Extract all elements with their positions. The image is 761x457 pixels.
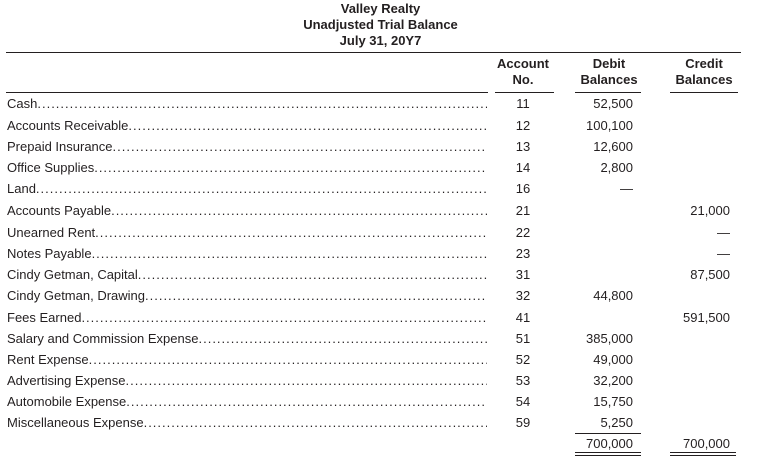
debit-amount: 49,000 (593, 352, 633, 367)
table-row: Automobile Expense 54 15,750 (0, 391, 761, 413)
debit-amount: 100,100 (586, 118, 633, 133)
debit-amount: 5,250 (600, 415, 633, 430)
account-name: Advertising Expense (7, 373, 487, 388)
account-number: 53 (515, 373, 531, 388)
account-number: 31 (515, 267, 531, 282)
debit-total-double-rule-1 (575, 452, 641, 453)
header-rule (6, 52, 741, 53)
debit-amount: 52,500 (593, 96, 633, 111)
table-row: Accounts Payable 21 21,000 (0, 200, 761, 222)
table-row: Accounts Receivable 12 100,100 (0, 115, 761, 137)
table-row: Land 16 — (0, 178, 761, 200)
header-rule-credit (670, 92, 738, 93)
table-row: Prepaid Insurance 13 12,600 (0, 136, 761, 158)
account-header-line1: Account (497, 56, 549, 71)
debit-amount: 385,000 (586, 331, 633, 346)
credit-amount: — (717, 246, 730, 261)
table-row: Office Supplies 14 2,800 (0, 157, 761, 179)
account-name: Prepaid Insurance (7, 139, 487, 154)
credit-balances-header: Credit Balances (664, 56, 744, 88)
account-number-header: Account No. (488, 56, 558, 88)
account-name: Cindy Getman, Capital (7, 267, 487, 282)
account-number: 12 (515, 118, 531, 133)
debit-amount: 32,200 (593, 373, 633, 388)
header-rule-acctno (495, 92, 554, 93)
account-name: Fees Earned (7, 310, 487, 325)
credit-amount: 591,500 (683, 310, 730, 325)
table-row: Fees Earned 41 591,500 (0, 307, 761, 329)
debit-balances-header: Debit Balances (569, 56, 649, 88)
debit-amount: 44,800 (593, 288, 633, 303)
account-name: Accounts Receivable (7, 118, 487, 133)
account-number: 14 (515, 160, 531, 175)
debit-amount: 12,600 (593, 139, 633, 154)
table-row: Notes Payable 23 — (0, 243, 761, 265)
account-number: 32 (515, 288, 531, 303)
credit-header-line2: Balances (675, 72, 733, 87)
table-row: Miscellaneous Expense 59 5,250 (0, 412, 761, 434)
account-name: Accounts Payable (7, 203, 487, 218)
account-header-line2: No. (512, 72, 534, 87)
account-name: Cindy Getman, Drawing (7, 288, 487, 303)
account-number: 16 (515, 181, 531, 196)
account-number: 52 (515, 352, 531, 367)
account-number: 51 (515, 331, 531, 346)
credit-amount: — (717, 225, 730, 240)
debit-amount: 2,800 (600, 160, 633, 175)
account-name: Salary and Commission Expense (7, 331, 487, 346)
credit-header-line1: Credit (685, 56, 723, 71)
report-date: July 31, 20Y7 (339, 33, 422, 48)
debit-header-line1: Debit (592, 56, 626, 71)
account-number: 22 (515, 225, 531, 240)
header-rule-accounts (6, 92, 488, 93)
table-row: Unearned Rent 22 — (0, 222, 761, 244)
account-name: Office Supplies (7, 160, 487, 175)
debit-header-line2: Balances (580, 72, 638, 87)
credit-total: 700,000 (683, 436, 730, 451)
account-name: Notes Payable (7, 246, 487, 261)
credit-amount: 21,000 (690, 203, 730, 218)
table-row: Cindy Getman, Drawing 32 44,800 (0, 285, 761, 307)
account-number: 41 (515, 310, 531, 325)
account-name: Rent Expense (7, 352, 487, 367)
account-number: 54 (515, 394, 531, 409)
table-row: Advertising Expense 53 32,200 (0, 370, 761, 392)
account-name: Unearned Rent (7, 225, 487, 240)
account-name: Automobile Expense (7, 394, 487, 409)
table-row: Cindy Getman, Capital 31 87,500 (0, 264, 761, 286)
credit-amount: 87,500 (690, 267, 730, 282)
account-number: 13 (515, 139, 531, 154)
debit-total: 700,000 (586, 436, 633, 451)
debit-total-rule (575, 433, 641, 434)
account-name: Cash (7, 96, 487, 111)
account-number: 23 (515, 246, 531, 261)
table-row: Rent Expense 52 49,000 (0, 349, 761, 371)
company-name: Valley Realty (340, 1, 421, 16)
credit-total-double-rule-2 (670, 455, 736, 456)
debit-amount: 15,750 (593, 394, 633, 409)
account-number: 21 (515, 203, 531, 218)
account-number: 11 (516, 96, 530, 111)
account-name: Land (7, 181, 487, 196)
header-rule-debit (575, 92, 641, 93)
report-title: Unadjusted Trial Balance (303, 17, 458, 32)
credit-total-double-rule-1 (670, 452, 736, 453)
account-name: Miscellaneous Expense (7, 415, 487, 430)
debit-total-double-rule-2 (575, 455, 641, 456)
table-row: Cash 11 52,500 (0, 93, 761, 115)
table-row: Salary and Commission Expense 51 385,000 (0, 328, 761, 350)
debit-amount: — (620, 181, 633, 196)
account-number: 59 (515, 415, 531, 430)
